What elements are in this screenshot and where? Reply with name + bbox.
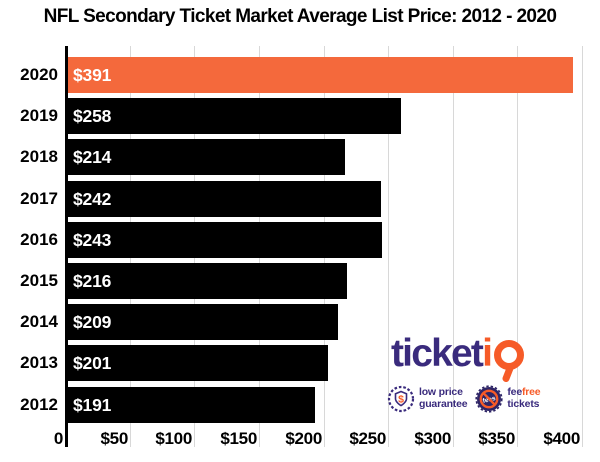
year-label: 2020 [20,65,58,84]
wordmark-ticket: ticket [391,332,484,375]
gridline [582,46,583,447]
low-price-guarantee-label: low price guarantee [419,386,468,410]
bar: $201 [68,345,328,381]
no-fees-seal-icon: fees [475,385,503,413]
fee-free-tickets-label: feefree tickets [507,386,541,410]
low-price-guarantee-badge: $ low price guarantee [387,385,468,413]
bar: $258 [68,98,401,134]
x-axis-tick-label: $300 [414,429,451,448]
bar-value-label: $258 [73,105,112,126]
bar-value-label: $242 [73,188,112,209]
bar-value-label: $216 [73,270,112,291]
bar: $243 [68,222,382,258]
bar-value-label: $209 [73,311,112,332]
x-axis-tick-label: $150 [220,429,257,448]
bar: $209 [68,304,338,340]
bar: $242 [68,181,381,217]
year-label: 2018 [20,147,58,166]
ticketiq-logo: ticket i $ low price guarantee [387,334,541,413]
x-axis-tick-label: $50 [100,429,129,448]
x-axis-tick-label: $350 [478,429,515,448]
bar-value-label: $191 [73,394,112,415]
year-label: 2016 [20,230,58,249]
gridline [388,46,389,447]
year-label: 2012 [20,395,58,414]
bar: $216 [68,263,347,299]
year-label: 2015 [20,271,58,290]
logo-badges: $ low price guarantee fees feefree tic [387,385,541,413]
year-label: 2019 [20,106,58,125]
year-label: 2014 [20,312,58,331]
bar: $191 [68,387,315,423]
bar-value-label: $391 [73,64,112,85]
bar-value-label: $201 [73,352,112,373]
bar-value-label: $243 [73,229,112,250]
x-axis-tick-label: 0 [53,429,63,448]
bar: $214 [68,139,345,175]
fee-free-tickets-badge: fees feefree tickets [475,385,541,413]
chart-title: NFL Secondary Ticket Market Average List… [43,6,557,27]
magnifier-q-icon [494,340,525,382]
bar: $391 [68,57,573,93]
shield-seal-icon: $ [387,385,415,413]
wordmark-i: i [482,332,493,375]
gridline [517,46,518,447]
bar-value-label: $214 [73,146,112,167]
year-label: 2017 [20,189,58,208]
svg-text:$: $ [398,393,404,405]
year-label: 2013 [20,353,58,372]
y-axis-line [65,46,68,447]
x-axis-tick-label: $400 [543,429,580,448]
x-axis-tick-label: $200 [285,429,322,448]
gridline [453,46,454,447]
x-axis-tick-label: $100 [155,429,192,448]
ticketiq-wordmark: ticket i [391,334,540,382]
x-axis-tick-label: $250 [349,429,386,448]
